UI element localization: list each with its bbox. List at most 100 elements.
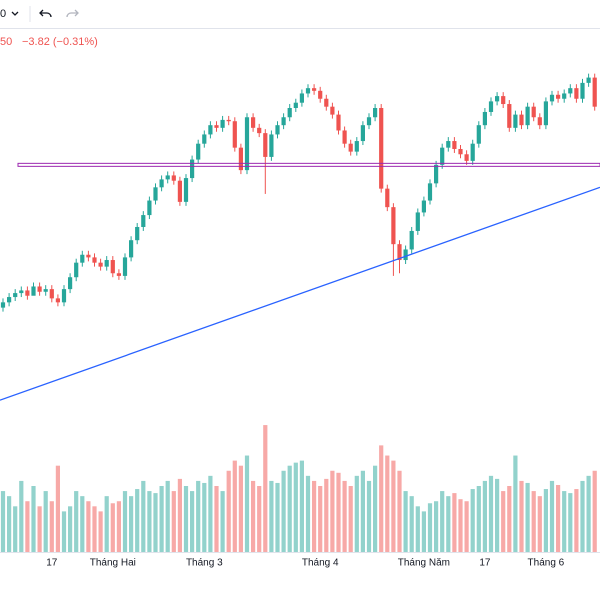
volume-bar (202, 482, 207, 552)
candle-body (104, 260, 109, 267)
volume-bar (385, 455, 390, 552)
volume-bar (391, 460, 396, 552)
volume-bar (92, 506, 97, 552)
candle-body (171, 175, 176, 181)
candle-body (537, 117, 542, 126)
candle-body (507, 104, 512, 128)
candle-body (269, 134, 274, 157)
candle-body (348, 143, 353, 152)
candle-body (379, 108, 384, 189)
candle-body (129, 240, 134, 258)
interval-button[interactable]: 0 (0, 8, 6, 20)
volume-bar (568, 493, 573, 552)
volume-bar (299, 460, 304, 552)
candle-body (263, 133, 268, 157)
candle-body (434, 164, 439, 184)
candle-body (482, 111, 487, 126)
volume-bar (470, 489, 475, 552)
price-change: −3.82 (−0.31%) (22, 36, 98, 48)
candle-body (153, 187, 158, 201)
candle-body (470, 143, 475, 161)
volume-bar (13, 506, 18, 552)
volume-bar (61, 511, 67, 552)
candle-body (147, 200, 152, 216)
volume-bar (74, 491, 79, 552)
candle-body (110, 260, 115, 274)
volume-bar (421, 511, 426, 552)
candle-body (214, 125, 219, 128)
candle-body (183, 178, 189, 202)
candle-body (299, 93, 304, 103)
toolbar (0, 0, 600, 28)
volume-bar (574, 489, 579, 552)
candle-body (586, 77, 591, 83)
volume-bar (531, 491, 536, 552)
candle-body (37, 286, 42, 292)
candle-body (7, 297, 12, 303)
interval-dropdown-icon[interactable] (11, 11, 19, 16)
candle-body (25, 290, 30, 296)
volume-bar (147, 491, 152, 552)
volume-bar (446, 496, 451, 552)
candle-body (592, 77, 597, 107)
candle-body (196, 143, 201, 160)
candle-body (427, 183, 433, 201)
volume-bar (580, 480, 585, 552)
volume-bar (586, 475, 591, 552)
volume-bar (220, 491, 225, 552)
candle-body (568, 88, 573, 94)
volume-bar (135, 489, 140, 552)
volume-bar (19, 480, 24, 552)
volume-bar (98, 511, 103, 552)
candle-body (318, 90, 323, 99)
volume-bar (348, 486, 353, 552)
volume-bar (251, 480, 256, 552)
volume-bar (214, 486, 219, 552)
candle-body (543, 101, 548, 126)
volume-bar (281, 470, 286, 552)
candle-body (141, 215, 146, 227)
candle-body (305, 88, 311, 94)
volume-bar (177, 478, 182, 552)
candle-body (68, 277, 73, 290)
volume-bar (0, 491, 6, 552)
candle-body (238, 147, 243, 171)
volume-bar (232, 460, 237, 552)
candle-body (49, 289, 54, 299)
volume-bar (495, 478, 500, 552)
volume-bar (68, 506, 73, 552)
volume-bar (537, 496, 542, 552)
redo-button[interactable] (66, 9, 79, 18)
candle-body (519, 114, 524, 126)
volume-bar (562, 491, 567, 552)
volume-bar (269, 480, 274, 552)
candle-body (549, 94, 555, 102)
volume-bar (305, 475, 311, 552)
candle-body (458, 148, 463, 155)
candle-body (43, 289, 48, 292)
volume-bar (312, 480, 317, 552)
volume-bar (519, 480, 524, 552)
volume-bar (183, 486, 189, 552)
candle-body (464, 154, 469, 161)
volume-bar (104, 496, 109, 552)
candle-body (190, 159, 195, 179)
candle-body (257, 127, 262, 134)
volume-bar (336, 472, 341, 552)
volume-bar (525, 482, 530, 552)
volume-bar (501, 491, 506, 552)
volume-bar (379, 445, 384, 552)
candle-body (330, 106, 335, 115)
candle-body (31, 286, 36, 296)
volume-bar (196, 480, 201, 552)
volume-bar (366, 480, 372, 552)
candle-body (98, 262, 103, 267)
candle-body (476, 125, 481, 144)
candle-body (501, 96, 506, 105)
volume-bar (80, 496, 85, 552)
candle-body (251, 117, 256, 128)
volume-bar (257, 486, 262, 552)
candle-body (287, 108, 292, 118)
undo-button[interactable] (39, 9, 52, 18)
volume-bar (129, 496, 134, 552)
